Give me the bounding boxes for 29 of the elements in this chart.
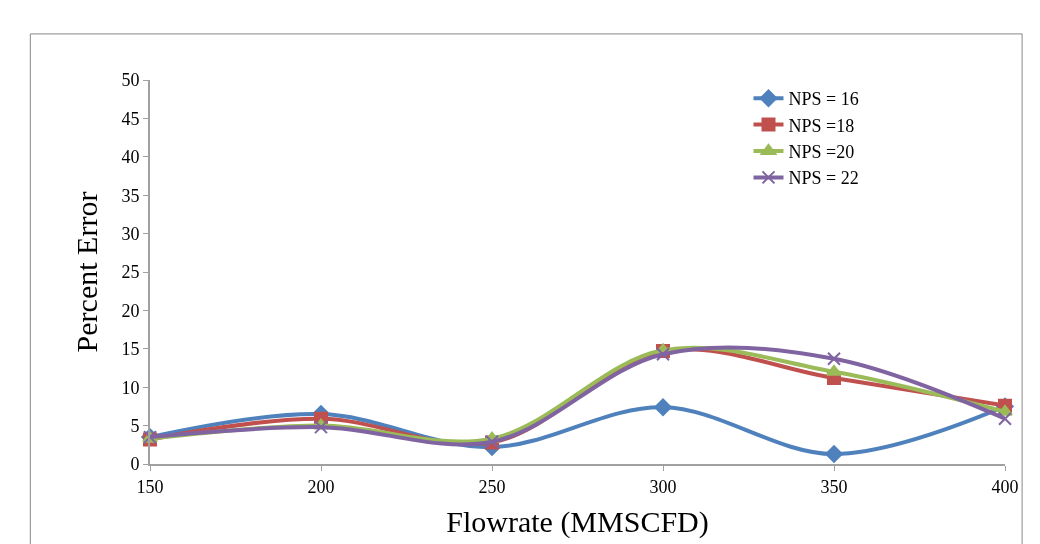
point [826,364,842,376]
x-tick-label: 300 [649,476,677,497]
y-tick-label: 20 [121,300,140,321]
point [314,420,328,435]
y-tick-label: 50 [121,70,140,91]
x-tick-label: 350 [820,476,848,497]
point [827,351,841,366]
x-tick-label: 200 [307,476,335,497]
y-axis-title: Percent Error [69,191,103,353]
y-tick-label: 0 [130,454,140,475]
y-tick-label: 35 [121,185,140,206]
x-tick-label: 400 [991,476,1019,497]
legend-label: NPS =18 [788,115,855,136]
y-tick-label: 30 [121,223,140,244]
point [654,398,672,416]
y-tick-label: 45 [121,108,140,129]
y-tick-label: 40 [121,147,140,168]
point [825,445,843,463]
y-tick-label: 10 [121,377,140,398]
point [998,411,1012,426]
legend-label: NPS = 22 [788,168,859,189]
x-tick-label: 150 [136,476,164,497]
x-axis-title: Flowrate (MMSCFD) [446,504,709,539]
legend-label: NPS = 16 [788,89,859,110]
y-tick-label: 25 [121,262,140,283]
y-tick-label: 15 [121,339,140,360]
y-tick-label: 5 [130,415,140,436]
x-tick-label: 250 [478,476,506,497]
legend-label: NPS =20 [788,142,855,163]
